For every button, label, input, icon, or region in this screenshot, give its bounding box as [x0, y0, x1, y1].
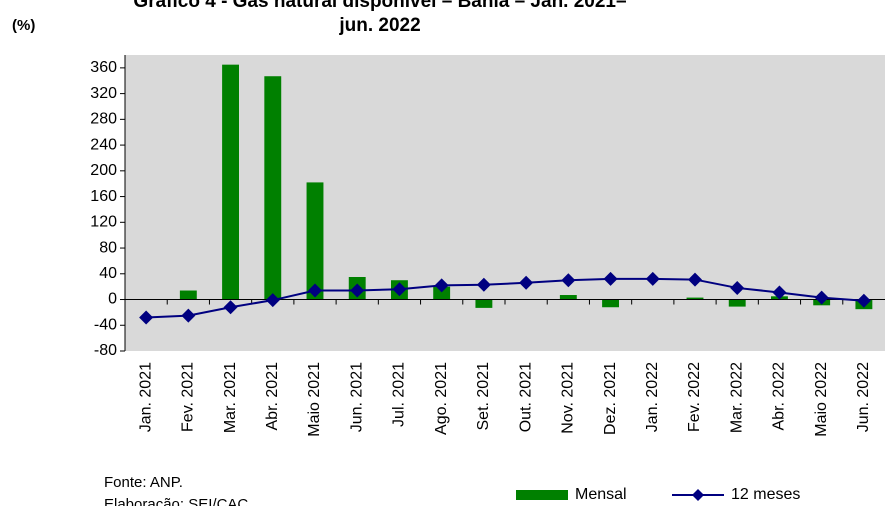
x-tick-label: Jan. 2022 — [644, 362, 661, 432]
marker — [645, 271, 660, 286]
marker — [519, 275, 534, 290]
marker — [392, 282, 407, 297]
marker — [814, 290, 829, 305]
marker — [603, 271, 618, 286]
marker — [561, 273, 576, 288]
bar — [264, 76, 282, 300]
x-tick-label: Abr. 2021 — [264, 362, 281, 431]
x-tick-label: Fev. 2021 — [180, 362, 197, 432]
chart-title: Gráfico 4 - Gás natural disponível – Bah… — [133, 0, 627, 36]
marker — [434, 278, 449, 293]
y-tick-label: -80 — [94, 342, 117, 359]
x-tick-label: Maio 2021 — [306, 362, 323, 437]
x-tick-label: Mar. 2022 — [728, 362, 745, 433]
x-tick-label: Jul. 2021 — [391, 362, 408, 427]
x-tick-label: Jun. 2021 — [348, 362, 365, 432]
marker — [350, 283, 365, 298]
x-tick-label: Jun. 2022 — [855, 362, 872, 432]
y-tick-label: 360 — [90, 59, 117, 76]
marker — [856, 293, 871, 308]
y-tick-label: 240 — [90, 136, 117, 153]
marker — [308, 283, 322, 298]
x-tick-label: Dez. 2021 — [602, 362, 619, 435]
marker — [223, 300, 238, 315]
legend-label: Mensal — [575, 486, 627, 503]
y-tick-label: 200 — [90, 162, 117, 179]
marker — [772, 285, 787, 300]
marker — [181, 308, 196, 323]
bar — [433, 286, 451, 300]
x-tick-label: Mar. 2021 — [222, 362, 239, 433]
y-tick-label: 320 — [90, 85, 117, 102]
bar — [559, 295, 577, 300]
line — [146, 277, 864, 319]
y-tick-label: 40 — [99, 265, 117, 282]
x-tick-label: Maio 2022 — [813, 362, 830, 437]
bar — [475, 299, 493, 308]
x-tick-label: Nov. 2021 — [560, 362, 577, 434]
bar — [306, 182, 324, 300]
bar — [222, 64, 239, 300]
note: Elaboração: SEI/CAC. — [104, 496, 252, 506]
y-tick-label: 80 — [99, 239, 117, 256]
bar — [728, 299, 746, 307]
marker — [476, 277, 491, 292]
legend-swatch — [516, 490, 568, 500]
x-tick-label: Out. 2021 — [517, 362, 534, 432]
x-tick-label: Fev. 2022 — [686, 362, 703, 432]
bar — [179, 290, 197, 300]
legend-label: 12 meses — [731, 486, 800, 503]
y-tick-label: -40 — [94, 316, 117, 333]
marker — [265, 293, 280, 308]
note: Fonte: ANP. — [104, 474, 183, 491]
y-tick-label: 120 — [90, 214, 117, 231]
bar — [686, 297, 704, 300]
x-tick-label: Set. 2021 — [475, 362, 492, 431]
legend-marker — [692, 489, 704, 501]
marker — [688, 272, 702, 287]
y-tick-label: 280 — [90, 111, 117, 128]
x-tick-label: Jan. 2021 — [137, 362, 154, 432]
x-tick-label: Ago. 2021 — [433, 362, 450, 435]
marker — [139, 310, 154, 325]
bar — [602, 299, 619, 308]
y-tick-label: 0 — [108, 291, 117, 308]
marker — [730, 280, 745, 295]
x-tick-label: Abr. 2022 — [771, 362, 788, 431]
y-tick-label: 160 — [90, 188, 117, 205]
y-axis-label: (%) — [12, 17, 35, 34]
